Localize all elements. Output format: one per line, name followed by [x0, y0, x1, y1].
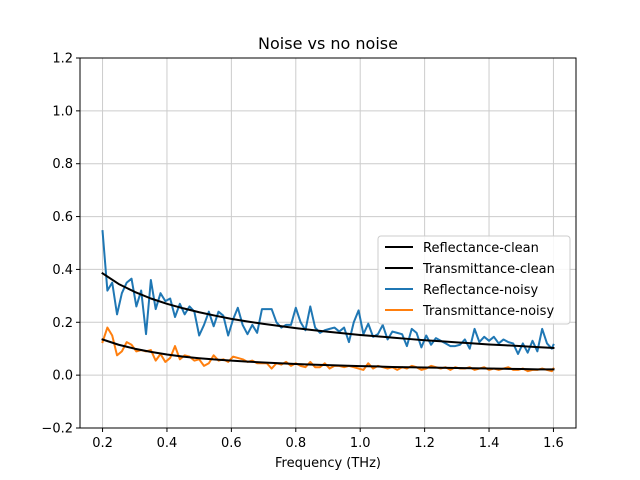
x-tick-label: 0.8 [285, 436, 306, 451]
legend-label-transmittance-noisy: Transmittance-noisy [422, 304, 554, 319]
x-tick-label: 0.4 [157, 436, 178, 451]
x-axis-ticks: 0.2 0.4 0.6 0.8 1.0 1.2 1.4 1.6 [92, 428, 564, 451]
series-line-reflectance-clean [101, 272, 555, 349]
x-tick-label: 1.4 [479, 436, 500, 451]
x-tick-label: 0.6 [221, 436, 242, 451]
y-tick-label: 1.0 [52, 104, 73, 119]
x-tick-label: 0.2 [92, 436, 113, 451]
legend-label-reflectance-noisy: Reflectance-noisy [423, 283, 538, 298]
series-line-reflectance-noisy [101, 230, 555, 355]
chart-title: Noise vs no noise [258, 34, 398, 53]
axes-frame [79, 57, 577, 429]
y-tick-label: 0.6 [52, 210, 73, 225]
legend-label-transmittance-clean: Transmittance-clean [422, 262, 555, 277]
series-line-transmittance-clean [101, 338, 555, 371]
y-tick-label: 1.2 [52, 52, 73, 67]
y-tick-label: −0.2 [41, 422, 73, 437]
x-tick-label: 1.6 [543, 436, 564, 451]
y-axis-ticks: −0.2 0.0 0.2 0.4 0.6 0.8 1.0 1.2 [41, 52, 80, 437]
y-tick-label: 0.4 [52, 263, 73, 278]
legend-box [377, 235, 571, 325]
x-axis-label: Frequency (THz) [275, 456, 381, 471]
x-tick-label: 1.0 [350, 436, 371, 451]
plot-area [101, 230, 555, 373]
legend-label-reflectance-clean: Reflectance-clean [423, 241, 539, 256]
y-tick-label: 0.2 [52, 316, 73, 331]
y-tick-label: 0.0 [52, 369, 73, 384]
x-tick-label: 1.2 [414, 436, 435, 451]
legend: Reflectance-clean Transmittance-clean Re… [377, 235, 571, 325]
y-tick-label: 0.8 [52, 157, 73, 172]
